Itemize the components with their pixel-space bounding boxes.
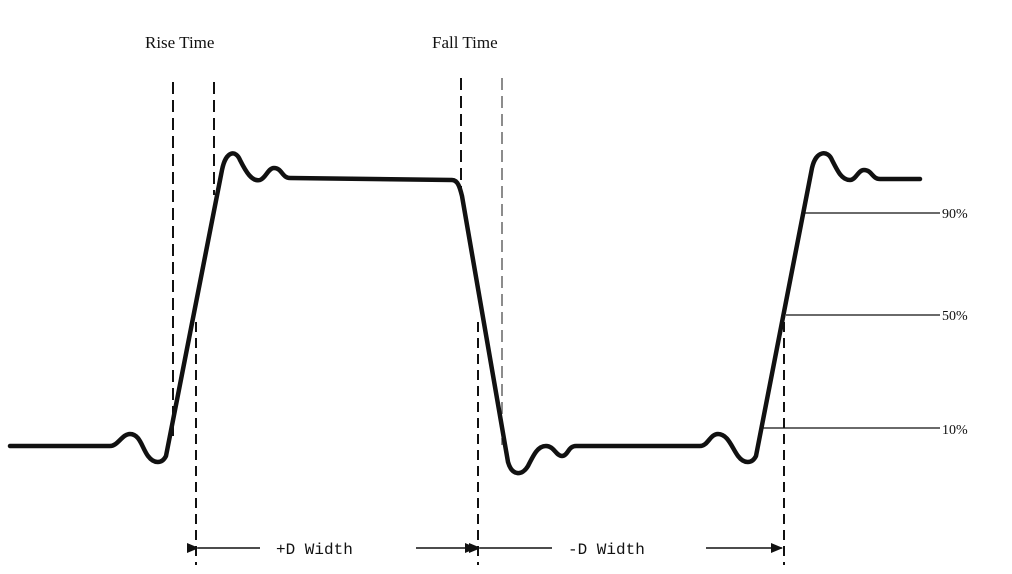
fall-time-label: Fall Time [432,33,498,52]
rise-time-label: Rise Time [145,33,214,52]
pos-width-label: +D Width [276,541,353,559]
square-wave-trace [7,151,923,476]
pct-90-label: 90% [942,207,968,222]
pct-10-label: 10% [942,423,968,438]
neg-width-label: -D Width [568,541,645,559]
pct-50-label: 50% [942,309,968,324]
